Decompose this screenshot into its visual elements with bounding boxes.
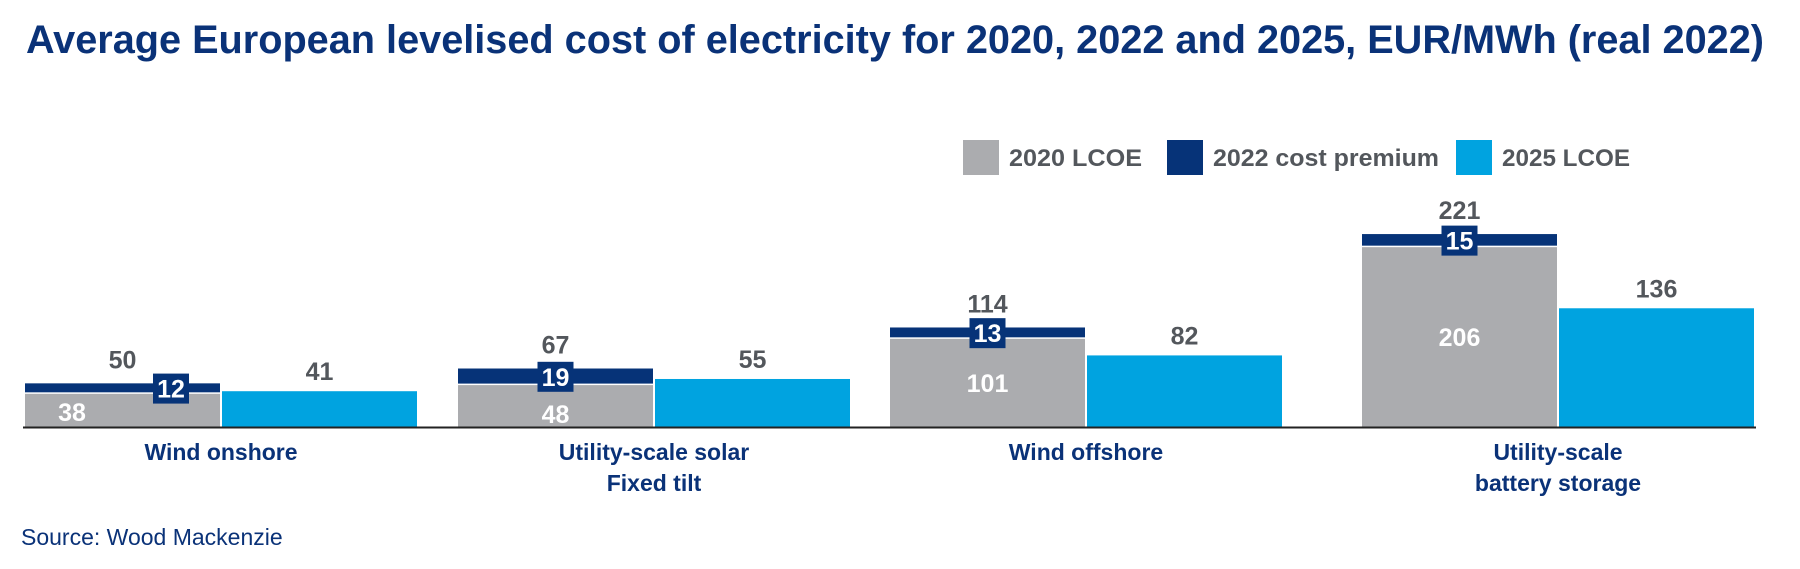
category-label-utility-scale-solar-fixed-tilt: Utility-scale solar Fixed tilt (559, 439, 750, 496)
category-label-utility-scale-battery-storage: Utility-scale battery storage (1475, 439, 1641, 496)
value-label-2020-lcoe-wind-onshore: 38 (58, 399, 86, 427)
value-label-2022-cost-premium-utility-scale-battery-storage: 15 (1446, 228, 1474, 256)
value-label-2025-lcoe-utility-scale-battery-storage: 136 (1636, 275, 1678, 303)
category-label-line: Wind offshore (1009, 439, 1163, 465)
total-label-wind-onshore: 50 (109, 346, 137, 374)
legend-swatch-2022-cost-premium (1167, 140, 1203, 175)
premium-label-box-utility-scale-solar-fixed-tilt (537, 361, 574, 392)
bar-2025-lcoe-utility-scale-battery-storage (1559, 308, 1754, 427)
legend-item-2022-cost-premium: 2022 cost premium (1167, 140, 1439, 175)
bar-2020-lcoe-wind-onshore (25, 393, 220, 427)
legend-label-2020-lcoe: 2020 LCOE (1009, 145, 1142, 172)
legend-swatch-2025-lcoe (1456, 140, 1492, 175)
bar-2025-lcoe-wind-offshore (1087, 355, 1282, 427)
category-label-line: Fixed tilt (607, 470, 702, 496)
total-label-utility-scale-solar-fixed-tilt: 67 (542, 332, 570, 360)
category-label-line: Utility-scale (1493, 439, 1622, 465)
value-label-2022-cost-premium-wind-offshore: 13 (974, 320, 1002, 348)
category-label-line: Utility-scale solar (559, 439, 750, 465)
value-label-2020-lcoe-utility-scale-battery-storage: 206 (1439, 324, 1481, 352)
bar-2025-lcoe-wind-onshore (222, 391, 417, 427)
bars (25, 234, 1754, 427)
legend-item-2020-lcoe: 2020 LCOE (963, 140, 1142, 175)
bar-2020-lcoe-utility-scale-battery-storage (1362, 247, 1557, 427)
premium-label-box-utility-scale-battery-storage (1441, 225, 1478, 256)
category-label-line: Wind onshore (144, 439, 297, 465)
chart-title: Average European levelised cost of elect… (26, 18, 1764, 62)
legend-label-2022-cost-premium: 2022 cost premium (1213, 145, 1439, 172)
value-label-2022-cost-premium-wind-onshore: 12 (157, 376, 185, 404)
legend-label-2025-lcoe: 2025 LCOE (1502, 145, 1630, 172)
premium-label-box-wind-onshore (153, 373, 189, 404)
bar-2020-lcoe-utility-scale-solar-fixed-tilt (458, 385, 653, 427)
category-label-wind-onshore: Wind onshore (144, 439, 297, 465)
value-label-2025-lcoe-utility-scale-solar-fixed-tilt: 55 (739, 346, 767, 374)
source-note: Source: Wood Mackenzie (21, 524, 283, 550)
value-label-2020-lcoe-utility-scale-solar-fixed-tilt: 48 (542, 401, 570, 429)
value-label-2020-lcoe-wind-offshore: 101 (967, 370, 1009, 398)
total-label-utility-scale-battery-storage: 221 (1439, 197, 1481, 225)
bar-2020-lcoe-wind-offshore (890, 338, 1085, 427)
legend-swatch-2020-lcoe (963, 140, 999, 175)
value-label-2022-cost-premium-utility-scale-solar-fixed-tilt: 19 (542, 364, 570, 392)
premium-label-box-wind-offshore (969, 318, 1006, 349)
value-label-2025-lcoe-wind-onshore: 41 (306, 358, 334, 386)
value-label-2025-lcoe-wind-offshore: 82 (1171, 322, 1199, 350)
legend-item-2025-lcoe: 2025 LCOE (1456, 140, 1630, 175)
total-label-wind-offshore: 114 (967, 290, 1007, 318)
legend: 2020 LCOE 2022 cost premium 2025 LCOE (963, 140, 1630, 175)
bar-2022-cost-premium-wind-onshore (25, 383, 220, 393)
category-label-wind-offshore: Wind offshore (1009, 439, 1163, 465)
category-label-line: battery storage (1475, 470, 1641, 496)
bar-2025-lcoe-utility-scale-solar-fixed-tilt (655, 378, 850, 427)
category-labels: Wind onshore Utility-scale solar Fixed til… (144, 439, 1641, 496)
